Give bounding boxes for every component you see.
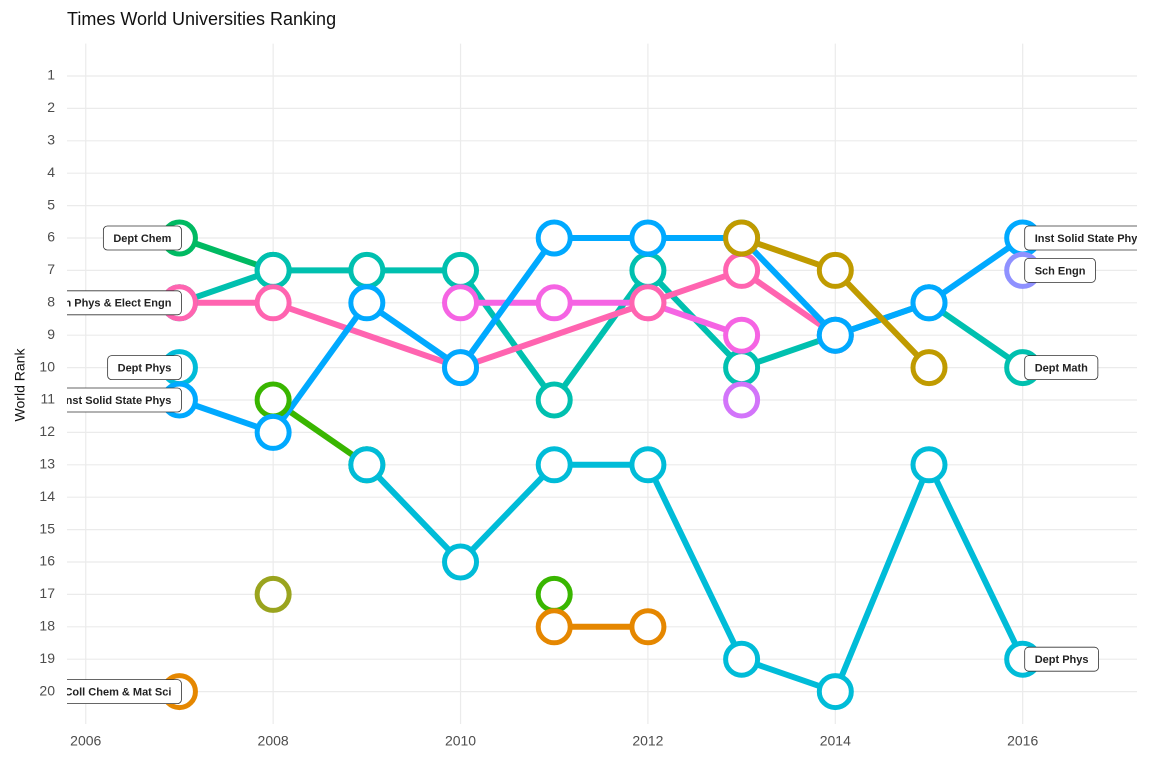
x-tick-label: 2016 bbox=[1007, 733, 1038, 749]
rank-point bbox=[723, 381, 761, 419]
y-tick-label: 18 bbox=[39, 618, 55, 634]
rank-point bbox=[254, 251, 292, 289]
rank-point bbox=[442, 543, 480, 581]
rank-point bbox=[723, 316, 761, 354]
y-tick-label: 3 bbox=[47, 132, 55, 148]
rank-point bbox=[629, 219, 667, 257]
label-text: Dept Phys bbox=[1035, 654, 1089, 666]
rank-point bbox=[816, 673, 854, 711]
y-tick-label: 20 bbox=[39, 682, 55, 698]
y-tick-label: 4 bbox=[47, 164, 55, 180]
label-box bbox=[1024, 646, 1099, 672]
y-tick-label: 9 bbox=[47, 326, 55, 342]
y-tick-label: 13 bbox=[39, 456, 55, 472]
series-label: Dept Chem bbox=[102, 225, 182, 251]
y-tick-label: 5 bbox=[47, 196, 55, 212]
rank-point bbox=[348, 251, 386, 289]
rank-point bbox=[723, 640, 761, 678]
y-tick-label: 2 bbox=[47, 99, 55, 115]
rank-point bbox=[629, 446, 667, 484]
rank-point bbox=[254, 284, 292, 322]
rank-point bbox=[442, 251, 480, 289]
series-label: nst Solid State Phys bbox=[66, 387, 182, 413]
rank-point bbox=[629, 251, 667, 289]
x-tick-label: 2014 bbox=[820, 733, 851, 749]
label-box bbox=[1024, 355, 1099, 381]
label-box bbox=[1024, 257, 1096, 283]
rank-point bbox=[535, 381, 573, 419]
y-tick-label: 19 bbox=[39, 650, 55, 666]
labels: Dept Chem Dept Math h Phys & Elect Engn Dep… bbox=[64, 225, 1139, 704]
series-label: Coll Chem & Mat Sci bbox=[64, 679, 182, 704]
rank-point bbox=[535, 446, 573, 484]
rank-point bbox=[442, 284, 480, 322]
label-box bbox=[67, 387, 182, 413]
rank-point bbox=[910, 284, 948, 322]
rank-point bbox=[254, 381, 292, 419]
label-box bbox=[1024, 225, 1137, 251]
y-tick-label: 8 bbox=[47, 294, 55, 310]
rank-point bbox=[816, 316, 854, 354]
rank-point bbox=[535, 219, 573, 257]
y-tick-label: 14 bbox=[39, 488, 55, 504]
rank-point bbox=[816, 251, 854, 289]
x-tick-label: 2008 bbox=[258, 733, 289, 749]
label-text: nst Solid State Phys bbox=[66, 395, 172, 407]
y-tick-label: 1 bbox=[47, 67, 55, 83]
rank-point bbox=[723, 219, 761, 257]
label-text: Dept Math bbox=[1035, 363, 1088, 375]
label-text: Sch Engn bbox=[1035, 265, 1086, 277]
y-tick-label: 15 bbox=[39, 520, 55, 536]
label-box bbox=[102, 225, 182, 251]
rank-point bbox=[535, 575, 573, 613]
label-text: Coll Chem & Mat Sci bbox=[64, 687, 171, 699]
label-text: Inst Solid State Phy bbox=[1035, 233, 1139, 245]
series-label: Sch Engn bbox=[1024, 257, 1096, 283]
label-box bbox=[67, 290, 182, 316]
y-tick-label: 6 bbox=[47, 229, 55, 245]
series-label: Dept Math bbox=[1024, 355, 1099, 381]
rank-point bbox=[535, 284, 573, 322]
rank-point bbox=[629, 608, 667, 646]
rank-point bbox=[254, 575, 292, 613]
rank-point bbox=[910, 349, 948, 387]
y-tick-label: 16 bbox=[39, 553, 55, 569]
x-tick-label: 2010 bbox=[445, 733, 476, 749]
chart-title: Times World Universities Ranking bbox=[67, 9, 336, 29]
y-tick-label: 17 bbox=[39, 585, 55, 601]
series-line bbox=[364, 461, 1026, 695]
rank-point bbox=[910, 446, 948, 484]
rank-point bbox=[723, 349, 761, 387]
rank-point bbox=[442, 349, 480, 387]
y-tick-label: 11 bbox=[40, 391, 55, 407]
rank-point bbox=[535, 608, 573, 646]
x-tick-label: 2006 bbox=[70, 733, 101, 749]
y-tick-label: 10 bbox=[39, 358, 55, 374]
rank-point bbox=[348, 284, 386, 322]
series-label: Dept Phys bbox=[107, 355, 182, 381]
points bbox=[160, 219, 1042, 711]
label-text: h Phys & Elect Engn bbox=[64, 298, 171, 310]
rank-point bbox=[629, 284, 667, 322]
label-box bbox=[107, 355, 182, 381]
rank-point bbox=[254, 413, 292, 451]
rank-point bbox=[348, 446, 386, 484]
series-label: h Phys & Elect Engn bbox=[64, 290, 182, 316]
x-tick-label: 2012 bbox=[632, 733, 663, 749]
y-axis-label: World Rank bbox=[12, 348, 28, 422]
label-text: Dept Chem bbox=[113, 233, 171, 245]
series-label: Dept Phys bbox=[1024, 646, 1099, 672]
rank-point bbox=[723, 251, 761, 289]
y-tick-label: 7 bbox=[47, 261, 55, 277]
label-text: Dept Phys bbox=[118, 363, 172, 375]
label-box bbox=[67, 679, 182, 704]
y-tick-label: 12 bbox=[39, 423, 55, 439]
series-label: Inst Solid State Phy bbox=[1024, 225, 1139, 251]
